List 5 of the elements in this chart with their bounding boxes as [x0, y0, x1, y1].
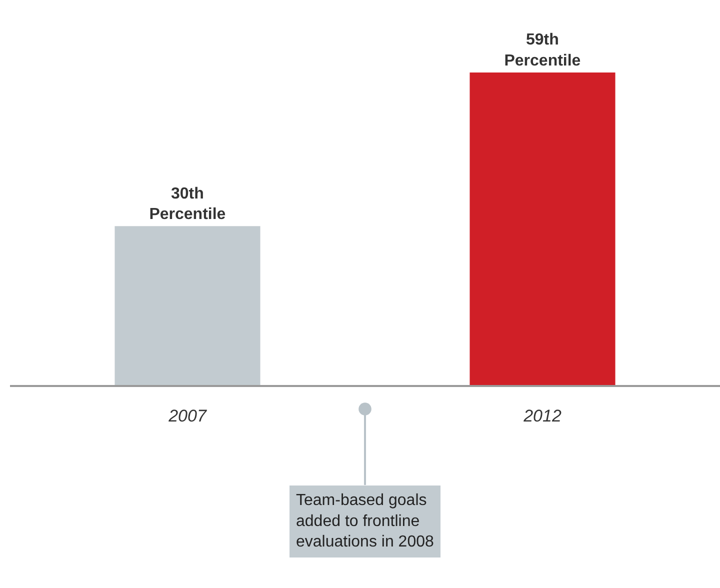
- text: Team-based goals added to frontline evaluations in 2008: [296, 492, 434, 551]
- x-tick-label: 2012: [522, 406, 562, 426]
- x-tick-label: 2007: [168, 406, 207, 426]
- data-label: 59th Percentile: [504, 32, 581, 70]
- data-label: 30th Percentile: [149, 185, 226, 224]
